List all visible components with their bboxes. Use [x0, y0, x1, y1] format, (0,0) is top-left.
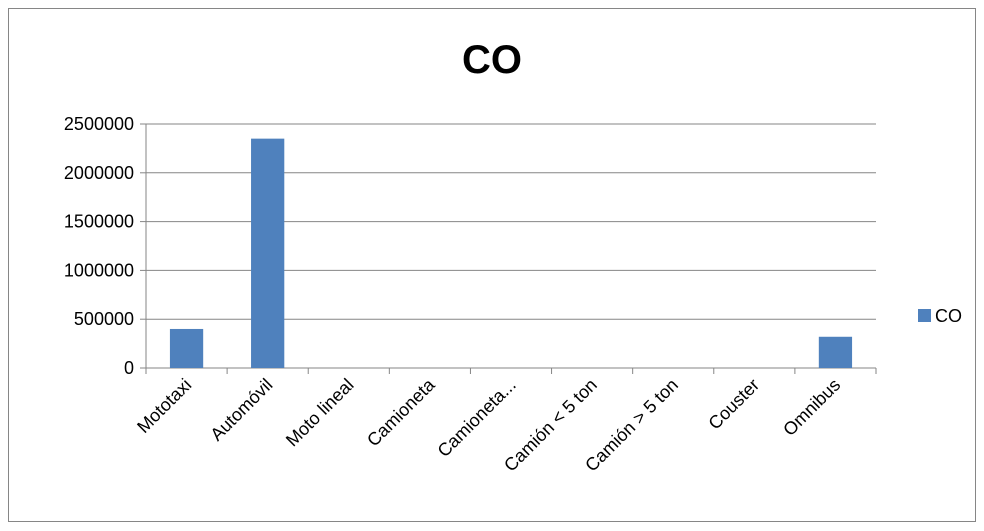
- legend-swatch: [918, 309, 931, 322]
- x-tick-label: Omnibus: [779, 375, 844, 440]
- x-tick-label: Camioneta: [363, 374, 439, 450]
- chart-title: CO: [462, 38, 522, 82]
- y-tick-label: 500000: [74, 309, 134, 329]
- bar-9: [818, 336, 853, 368]
- chart-area: [8, 8, 976, 522]
- y-tick-label: 1500000: [64, 212, 134, 232]
- y-tick-label: 1000000: [64, 260, 134, 280]
- bar-2: [251, 138, 285, 368]
- x-tick-label: Moto lineal: [282, 375, 358, 451]
- legend-label: CO: [935, 306, 962, 326]
- bar-1: [169, 328, 204, 368]
- x-tick-label: Couster: [704, 375, 763, 434]
- x-tick-label: Camioneta...: [434, 375, 520, 461]
- x-tick-label: Automóvil: [206, 375, 276, 445]
- y-tick-label: 2500000: [64, 114, 134, 134]
- x-tick-label: Mototaxi: [133, 375, 195, 437]
- y-tick-label: 2000000: [64, 163, 134, 183]
- y-tick-label: 0: [124, 358, 134, 378]
